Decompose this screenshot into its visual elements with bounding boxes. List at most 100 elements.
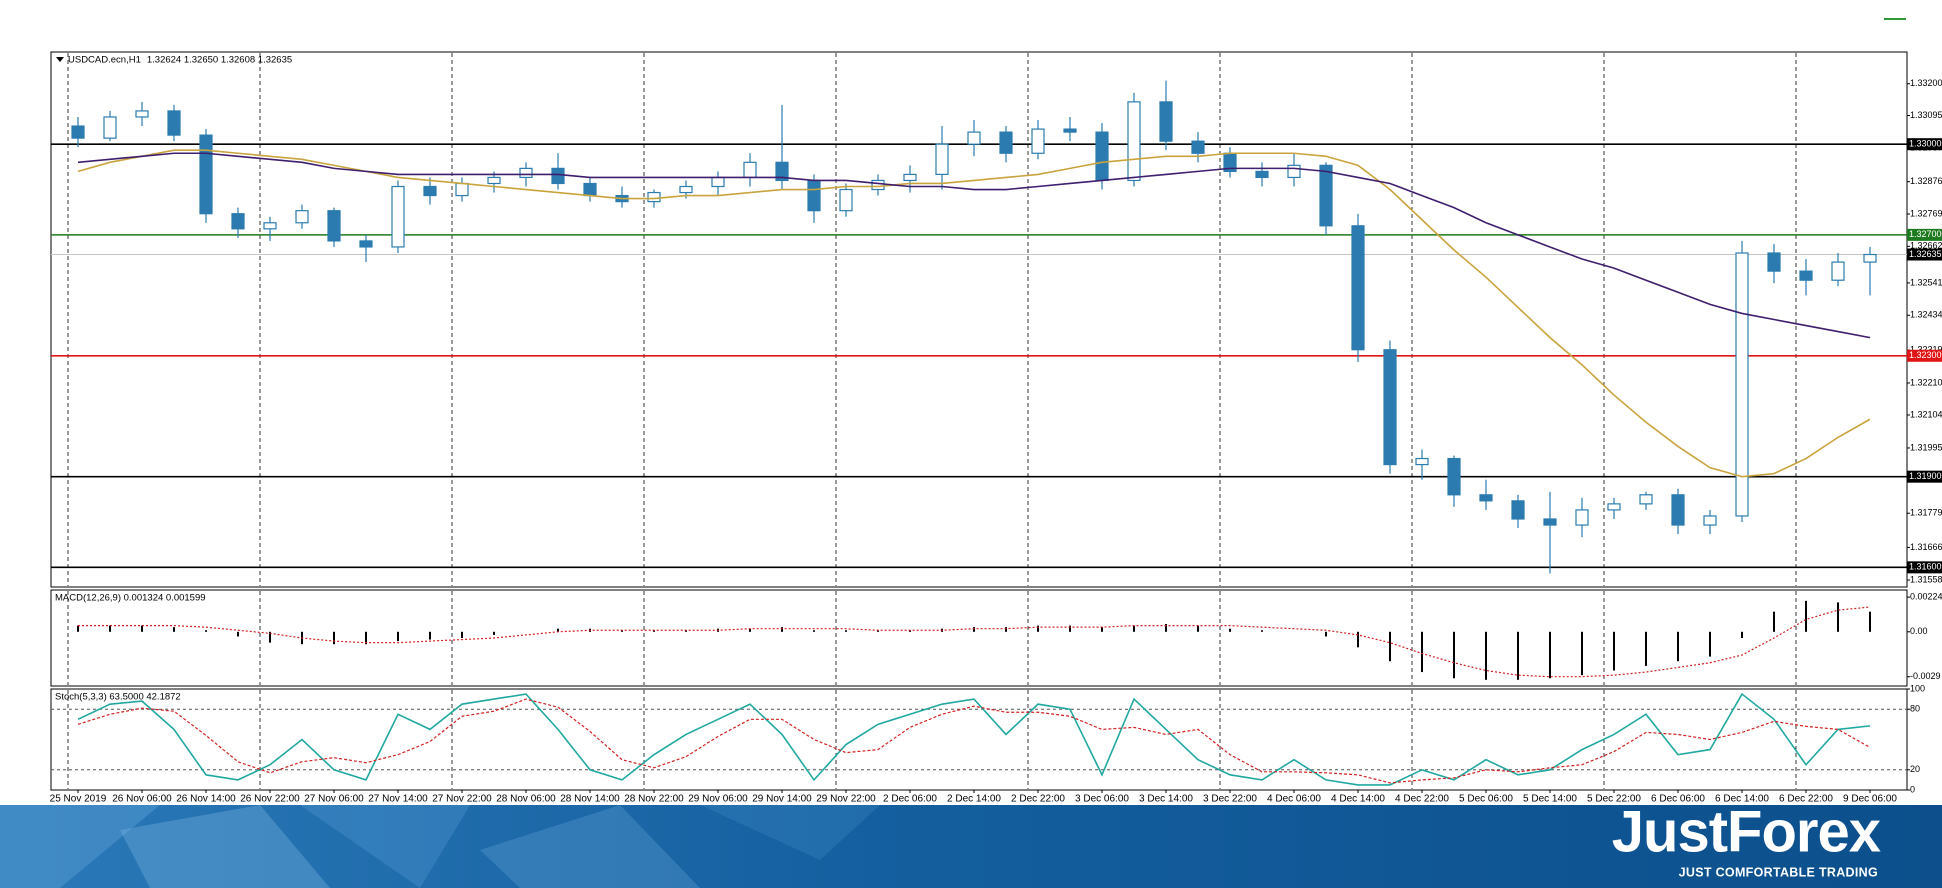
panel-frame bbox=[50, 688, 1908, 791]
price-label-box bbox=[1907, 248, 1942, 261]
panel-title: MACD(12,26,9) 0.001324 0.001599 bbox=[55, 593, 206, 604]
y-tick-label: 1.32104 bbox=[1910, 409, 1942, 419]
x-tick-label: 6 Dec 14:00 bbox=[1715, 794, 1769, 805]
candle-body bbox=[199, 134, 213, 215]
y-tick-label: 1.33095 bbox=[1910, 110, 1942, 120]
y-tick-label: 1.32434 bbox=[1910, 310, 1942, 320]
y-tick-label: 100 bbox=[1910, 683, 1925, 693]
candle-body bbox=[1735, 252, 1749, 517]
x-tick-label: 4 Dec 22:00 bbox=[1395, 794, 1449, 805]
candle-body bbox=[1703, 515, 1717, 526]
candle-body bbox=[1767, 252, 1781, 272]
y-tick-label: 1.32210 bbox=[1910, 377, 1942, 387]
price-label-box bbox=[1907, 228, 1942, 241]
banner-shape bbox=[0, 805, 160, 888]
candle-body bbox=[135, 110, 149, 118]
y-tick-label: 1.31558 bbox=[1910, 574, 1942, 584]
price-label-box bbox=[1907, 138, 1942, 151]
x-tick-label: 25 Nov 2019 bbox=[50, 794, 107, 805]
price-label: 1.32635 bbox=[1909, 249, 1942, 259]
panel-frame bbox=[50, 589, 1908, 687]
candle-body bbox=[295, 210, 309, 224]
candle-body bbox=[231, 213, 245, 230]
price-label-box bbox=[1907, 470, 1942, 483]
y-tick-label: 1.31666 bbox=[1910, 542, 1942, 552]
candle-body bbox=[1799, 270, 1813, 281]
candle-body bbox=[359, 240, 373, 248]
y-tick-label: 1.31995 bbox=[1910, 442, 1942, 452]
x-tick-label: 5 Dec 06:00 bbox=[1459, 794, 1513, 805]
symbol-menu-arrow bbox=[56, 57, 64, 62]
candle-body bbox=[647, 191, 661, 203]
x-tick-label: 6 Dec 06:00 bbox=[1651, 794, 1705, 805]
candle-body bbox=[423, 185, 437, 197]
candle-body bbox=[1447, 457, 1461, 496]
candle-body bbox=[263, 222, 277, 230]
panel-title: USDCAD.ecn,H1 bbox=[68, 55, 141, 66]
x-tick-label: 2 Dec 22:00 bbox=[1011, 794, 1065, 805]
x-tick-label: 3 Dec 06:00 bbox=[1075, 794, 1129, 805]
y-tick-label: 80 bbox=[1910, 704, 1920, 714]
candle-body bbox=[1415, 457, 1429, 466]
candle-body bbox=[1191, 140, 1205, 154]
x-tick-label: 26 Nov 22:00 bbox=[240, 794, 300, 805]
candle-body bbox=[679, 185, 693, 194]
candle-body bbox=[583, 182, 597, 197]
candle-body bbox=[1255, 170, 1269, 179]
candle-body bbox=[1159, 101, 1173, 142]
candle-body bbox=[1095, 131, 1109, 182]
y-tick-label: 0 bbox=[1910, 784, 1915, 794]
candle-body bbox=[871, 179, 885, 191]
x-tick-label: 3 Dec 14:00 bbox=[1139, 794, 1193, 805]
candle-body bbox=[71, 125, 85, 139]
candle-body bbox=[167, 110, 181, 136]
candle-body bbox=[551, 167, 565, 185]
candle-body bbox=[103, 116, 117, 139]
x-tick-label: 4 Dec 14:00 bbox=[1331, 794, 1385, 805]
candle-body bbox=[1287, 164, 1301, 179]
x-tick-label: 29 Nov 06:00 bbox=[688, 794, 748, 805]
brand-tagline: JUST COMFORTABLE TRADING bbox=[1679, 865, 1878, 879]
y-tick-label: 0.00224 bbox=[1910, 591, 1942, 601]
y-tick-label: 1.32876 bbox=[1910, 176, 1942, 186]
x-tick-label: 2 Dec 14:00 bbox=[947, 794, 1001, 805]
candle-body bbox=[487, 176, 501, 185]
indicator-line bbox=[77, 692, 1871, 786]
x-tick-label: 28 Nov 06:00 bbox=[496, 794, 556, 805]
y-tick-label: -0.0029 bbox=[1910, 671, 1941, 681]
x-tick-label: 3 Dec 22:00 bbox=[1203, 794, 1257, 805]
candle-body bbox=[839, 188, 853, 212]
indicator-line bbox=[77, 149, 1871, 478]
x-tick-label: 26 Nov 06:00 bbox=[112, 794, 172, 805]
candle-body bbox=[903, 173, 917, 182]
x-tick-label: 28 Nov 22:00 bbox=[624, 794, 684, 805]
x-tick-label: 5 Dec 22:00 bbox=[1587, 794, 1641, 805]
y-tick-label: 1.31779 bbox=[1910, 508, 1942, 518]
y-tick-label: 0.00 bbox=[1910, 626, 1928, 636]
candle-body bbox=[1319, 164, 1333, 227]
x-tick-label: 27 Nov 06:00 bbox=[304, 794, 364, 805]
candle-body bbox=[807, 179, 821, 212]
banner-shape bbox=[120, 805, 330, 888]
candle-body bbox=[1543, 518, 1557, 526]
x-tick-label: 28 Nov 14:00 bbox=[560, 794, 620, 805]
candle-body bbox=[1351, 225, 1365, 351]
candle-body bbox=[327, 210, 341, 242]
panel-title: Stoch(5,3,3) 63.5000 42.1872 bbox=[55, 692, 181, 703]
x-tick-label: 29 Nov 22:00 bbox=[816, 794, 876, 805]
candle-body bbox=[1063, 128, 1077, 133]
candle-body bbox=[711, 176, 725, 188]
candle-body bbox=[455, 182, 469, 197]
candle-body bbox=[1831, 261, 1845, 281]
banner-shape bbox=[700, 805, 880, 860]
candle-body bbox=[935, 143, 949, 176]
x-tick-label: 4 Dec 06:00 bbox=[1267, 794, 1321, 805]
banner-shape bbox=[300, 805, 470, 888]
candle-body bbox=[743, 161, 757, 179]
y-tick-label: 20 bbox=[1910, 764, 1920, 774]
y-tick-label: 1.32319 bbox=[1910, 344, 1942, 354]
candle-body bbox=[1575, 509, 1589, 526]
candle-body bbox=[1607, 503, 1621, 511]
